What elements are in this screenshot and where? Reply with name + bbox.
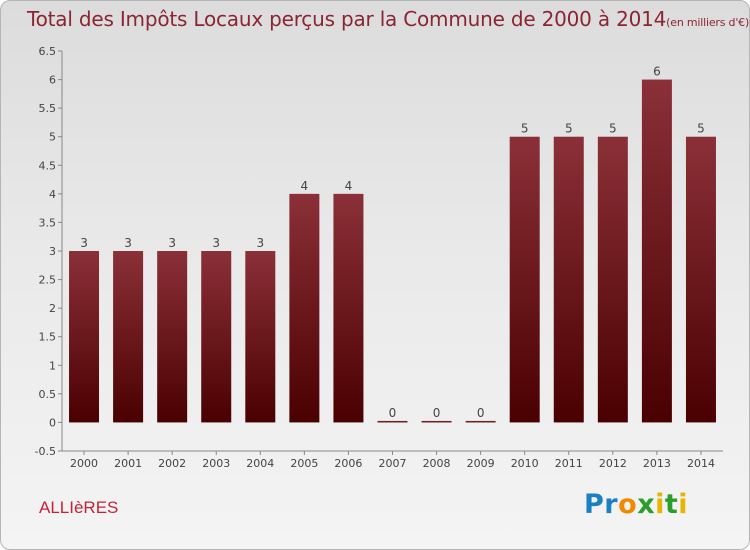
bar-value-label: 5: [521, 122, 529, 136]
x-tick-label: 2009: [467, 457, 495, 470]
bar: [113, 251, 144, 423]
bar-value-label: 3: [212, 236, 220, 250]
y-tick-label: 2: [49, 302, 56, 315]
y-tick-label: 4: [49, 188, 56, 201]
x-tick-label: 2007: [379, 457, 407, 470]
y-tick-label: 2.5: [39, 274, 57, 287]
y-tick-label: 3.5: [39, 216, 57, 229]
x-tick-label: 2014: [687, 457, 715, 470]
commune-name: ALLIèRES: [39, 498, 119, 517]
y-tick-label: 6.5: [39, 45, 57, 58]
x-tick-label: 2012: [599, 457, 627, 470]
x-tick-label: 2010: [511, 457, 539, 470]
bar-value-label: 0: [433, 406, 441, 420]
x-tick-label: 2003: [202, 457, 230, 470]
bars-group: 3 3 3 3 3 4 4 0 0 0 5 5 5 6 5: [69, 65, 716, 423]
x-tick-label: 2013: [643, 457, 671, 470]
bar: [685, 136, 716, 423]
bar: [465, 420, 496, 423]
bar-value-label: 5: [609, 122, 617, 136]
bar: [509, 136, 540, 423]
y-tick-label: 4.5: [39, 159, 57, 172]
title-unit: (en milliers d'€): [666, 16, 750, 29]
bar-value-label: 0: [389, 406, 397, 420]
bar: [421, 420, 452, 423]
bar: [377, 420, 408, 423]
x-tick-label: 2008: [423, 457, 451, 470]
bar: [245, 251, 276, 423]
title-main: Total des Impôts Locaux perçus par la Co…: [27, 7, 667, 31]
y-tick-label: 1: [49, 359, 56, 372]
x-tick-label: 2001: [114, 457, 142, 470]
bar-value-label: 5: [565, 122, 573, 136]
bar-value-label: 3: [256, 236, 264, 250]
y-tick-label: 5.5: [39, 102, 57, 115]
bar: [201, 251, 232, 423]
y-tick-label: 0: [49, 416, 56, 429]
bar-value-label: 3: [168, 236, 176, 250]
bar-value-label: 6: [653, 65, 661, 79]
chart-title: Total des Impôts Locaux perçus par la Co…: [27, 7, 749, 31]
y-tick-label: 5: [49, 131, 56, 144]
bar: [553, 136, 584, 423]
bar: [157, 251, 188, 423]
y-tick-label: 3: [49, 245, 56, 258]
x-tick-label: 2002: [158, 457, 186, 470]
bar-value-label: 5: [697, 122, 705, 136]
bar: [289, 193, 320, 423]
bar: [641, 79, 672, 423]
bar: [69, 251, 100, 423]
bar-value-label: 3: [124, 236, 132, 250]
bar: [597, 136, 628, 423]
x-tick-label: 2006: [334, 457, 362, 470]
y-tick-label: 6: [49, 74, 56, 87]
x-tick-label: 2004: [246, 457, 274, 470]
axes: -0.5 0 0.5 1 1.5 2 2.5 3 3.5 4 4.5 5 5.5 6 6.5 2000 2001…: [35, 45, 723, 470]
x-tick-label: 2005: [290, 457, 318, 470]
x-tick-label: 2011: [555, 457, 583, 470]
y-tick-label: 1.5: [39, 331, 57, 344]
bar-value-label: 4: [345, 179, 353, 193]
y-tick-label: -0.5: [35, 445, 56, 458]
bar: [333, 193, 364, 423]
bar-value-label: 0: [477, 406, 485, 420]
x-tick-label: 2000: [70, 457, 98, 470]
y-tick-label: 0.5: [39, 388, 57, 401]
bar-value-label: 4: [301, 179, 309, 193]
bar-value-label: 3: [80, 236, 88, 250]
proxiti-logo: Proxiti: [584, 489, 689, 520]
